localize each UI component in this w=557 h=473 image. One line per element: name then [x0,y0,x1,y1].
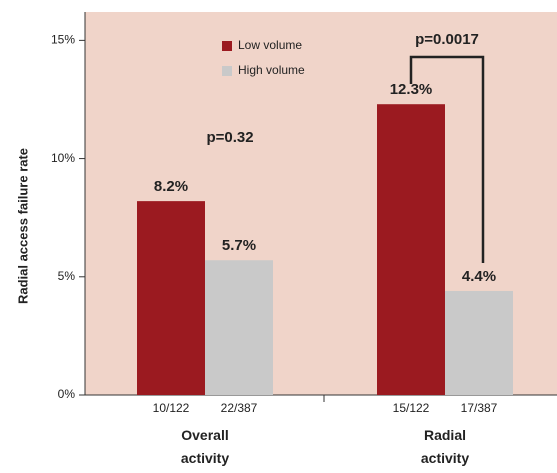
count-label: 17/387 [461,401,498,415]
p-value: p=0.0017 [415,31,479,48]
value-label: 8.2% [154,178,188,195]
x-tick-label: Overall activity [181,427,229,466]
count-label: 15/122 [393,401,430,415]
y-tick-label: 10% [51,151,75,165]
y-tick-label: 5% [58,269,76,283]
y-tick-label: 0% [58,387,76,401]
bar [377,104,445,395]
x-tick-label: Radial activity [421,427,469,466]
count-label: 10/122 [153,401,190,415]
value-label: 4.4% [462,268,496,285]
legend-label: Low volume [238,38,302,52]
significance-bracket [409,55,485,263]
legend-swatch [222,41,232,51]
bar [205,260,273,395]
y-axis-label: Radial access failure rate [15,148,30,304]
value-label: 12.3% [390,81,433,98]
bar [137,201,205,395]
bar [445,290,513,395]
value-label: 5.7% [222,237,256,254]
legend-swatch [222,66,232,76]
count-label: 22/387 [221,401,258,415]
y-tick-label: 15% [51,33,75,47]
p-value: p=0.32 [206,129,253,146]
legend-label: High volume [238,63,305,77]
